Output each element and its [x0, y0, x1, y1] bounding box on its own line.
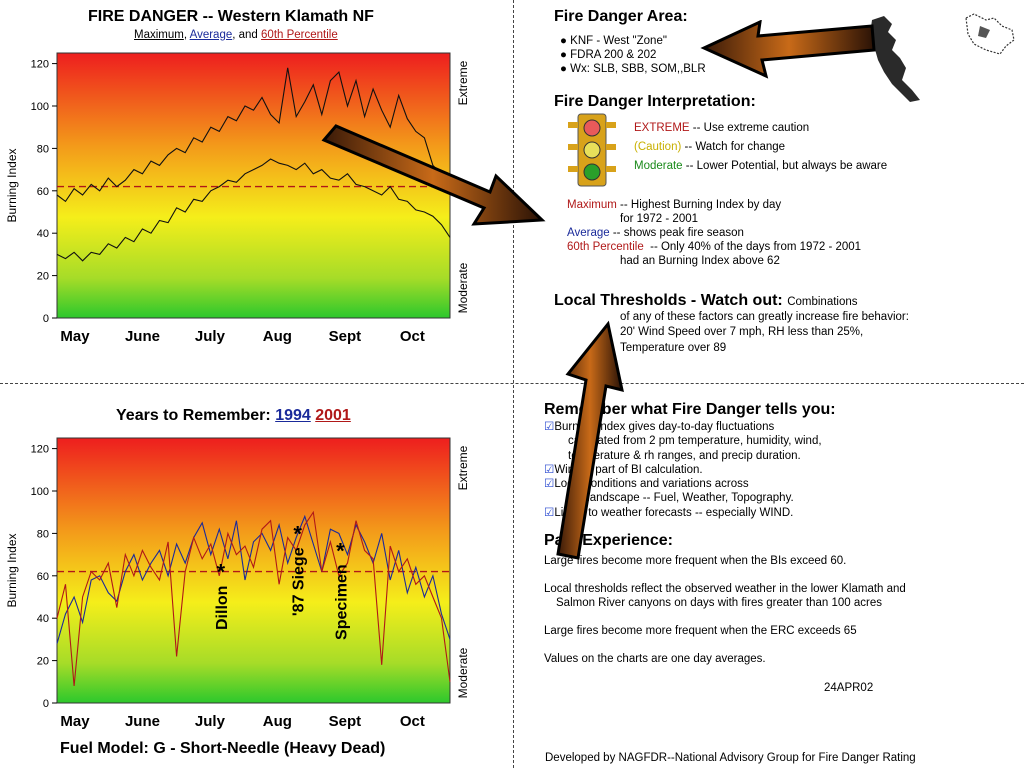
arrow-icon [556, 320, 624, 560]
interp-average: Average -- shows peak fire season [567, 227, 744, 239]
bottom-chart-title: Years to Remember: 1994 2001 [116, 407, 351, 424]
x-tick-label: July [195, 713, 226, 730]
legend-1994: 1994 [275, 407, 311, 424]
past-line-1: Large fires become more frequent when th… [544, 555, 847, 567]
interp-caution: (Caution) -- Watch for change [634, 141, 786, 153]
series-line-1994 [56, 514, 451, 644]
interp-maximum: Maximum -- Highest Burning Index by day [567, 199, 782, 211]
thresholds-line-1: of any of these factors can greatly incr… [620, 311, 909, 323]
list-item: calculated from 2 pm temperature, humidi… [568, 435, 822, 448]
interp-moderate: Moderate -- Lower Potential, but always … [634, 160, 888, 172]
plot-area [56, 52, 451, 319]
y-tick-label: 20 [37, 271, 49, 283]
x-tick-label: Aug [263, 713, 292, 730]
x-tick-label: Sept [329, 713, 362, 730]
right-label-extreme: Extreme [456, 60, 470, 105]
right-label-moderate: Moderate [456, 262, 470, 313]
y-tick-label: 40 [37, 613, 49, 625]
x-tick-label: Sept [329, 328, 362, 345]
area-list: ● KNF - West "Zone" ● FDRA 200 & 202 ● W… [560, 34, 706, 76]
area-item: ● Wx: SLB, SBB, SOM,,BLR [560, 63, 706, 75]
annotation-star: * [336, 538, 345, 563]
annotation-star: * [217, 560, 226, 585]
area-item: ● KNF - West "Zone" [560, 35, 667, 47]
traffic-light-icon [568, 113, 616, 187]
y-tick-label: 60 [37, 571, 49, 583]
list-item: temperature & rh ranges, and precip dura… [568, 449, 801, 462]
annotation-label: Dillon [214, 586, 231, 630]
footer-credit: Developed by NAGFDR--National Advisory G… [545, 752, 916, 764]
y-tick-label: 20 [37, 656, 49, 668]
interp-extreme: EXTREME -- Use extreme caution [634, 122, 810, 134]
y-tick-label: 100 [31, 101, 49, 113]
y-tick-label: 100 [31, 486, 49, 498]
x-tick-label: Aug [263, 328, 292, 345]
past-line-2: Local thresholds reflect the observed we… [544, 583, 906, 595]
interp-title: Fire Danger Interpretation: [554, 93, 756, 110]
x-tick-label: June [125, 328, 160, 345]
y-axis-label: Burning Index [5, 533, 19, 607]
arrow-icon [700, 20, 876, 79]
annotation-label: '87 Siege [291, 547, 308, 616]
remember-title: Remember what Fire Danger tells you: [544, 401, 836, 418]
divider-horizontal [0, 383, 1024, 384]
divider-vertical [513, 0, 514, 768]
right-label-extreme: Extreme [456, 445, 470, 490]
top-chart-title: FIRE DANGER -- Western Klamath NF [88, 8, 374, 25]
bottom-chart: 0 20 40 60 80 100 120 May June July Aug Sept Oct Burn… [5, 437, 470, 730]
x-tick-label: May [60, 328, 90, 345]
series-line-average [56, 158, 451, 262]
arrow-icon [321, 124, 546, 226]
legend-maximum: Maximum [134, 29, 184, 41]
interp-maximum-2: for 1972 - 2001 [620, 213, 699, 225]
map-icon [870, 13, 1015, 102]
y-tick-label: 40 [37, 228, 49, 240]
x-tick-label: July [195, 328, 226, 345]
plot-area [56, 437, 451, 704]
series-line-maximum [56, 67, 451, 203]
x-tick-label: Oct [400, 328, 425, 345]
thresholds-title: Local Thresholds - Watch out: Combinatio… [554, 292, 858, 309]
y-tick-label: 120 [31, 59, 49, 71]
x-tick-label: May [60, 713, 90, 730]
series-line-2001 [56, 510, 451, 687]
right-label-moderate: Moderate [456, 647, 470, 698]
y-tick-label: 80 [37, 528, 49, 540]
past-line-5: Values on the charts are one day average… [544, 653, 766, 665]
area-title: Fire Danger Area: [554, 8, 688, 25]
date-stamp: 24APR02 [824, 682, 874, 694]
past-line-4: Large fires become more frequent when th… [544, 625, 857, 637]
fuel-model-label: Fuel Model: G - Short-Needle (Heavy Dead… [60, 740, 386, 757]
area-item: ● FDRA 200 & 202 [560, 49, 657, 61]
top-chart-subtitle: Maximum, Average, and 60th Percentile [134, 29, 338, 41]
thresholds-line-3: Temperature over 89 [620, 342, 727, 354]
interp-60th: 60th Percentile -- Only 40% of the days … [567, 241, 862, 253]
list-item: the landscape -- Fuel, Weather, Topograp… [568, 492, 794, 505]
top-chart: 0 20 40 60 80 100 120 May June July Aug Sept Oct Burn… [5, 52, 470, 345]
interp-60th-2: had an Burning Index above 62 [620, 255, 780, 267]
annotation-star: * [293, 521, 302, 546]
thresholds-line-2: 20' Wind Speed over 7 mph, RH less than … [620, 326, 864, 338]
y-tick-label: 120 [31, 444, 49, 456]
annotation-label: Specimen [333, 564, 350, 640]
list-item: ☑Listen to weather forecasts -- especial… [544, 506, 794, 519]
y-axis-label: Burning Index [5, 148, 19, 222]
legend-average: Average [189, 29, 233, 41]
list-item: ☑Local conditions and variations across [544, 478, 749, 491]
y-tick-label: 60 [37, 186, 49, 198]
list-item: ☑Burning Index gives day-to-day fluctuat… [544, 421, 775, 433]
legend-2001: 2001 [315, 407, 351, 424]
x-tick-label: June [125, 713, 160, 730]
legend-60th: 60th Percentile [261, 29, 338, 41]
y-tick-label: 0 [43, 313, 49, 325]
y-tick-label: 80 [37, 143, 49, 155]
y-tick-label: 0 [43, 698, 49, 710]
x-tick-label: Oct [400, 713, 425, 730]
past-line-3: Salmon River canyons on days with fires … [556, 597, 882, 609]
